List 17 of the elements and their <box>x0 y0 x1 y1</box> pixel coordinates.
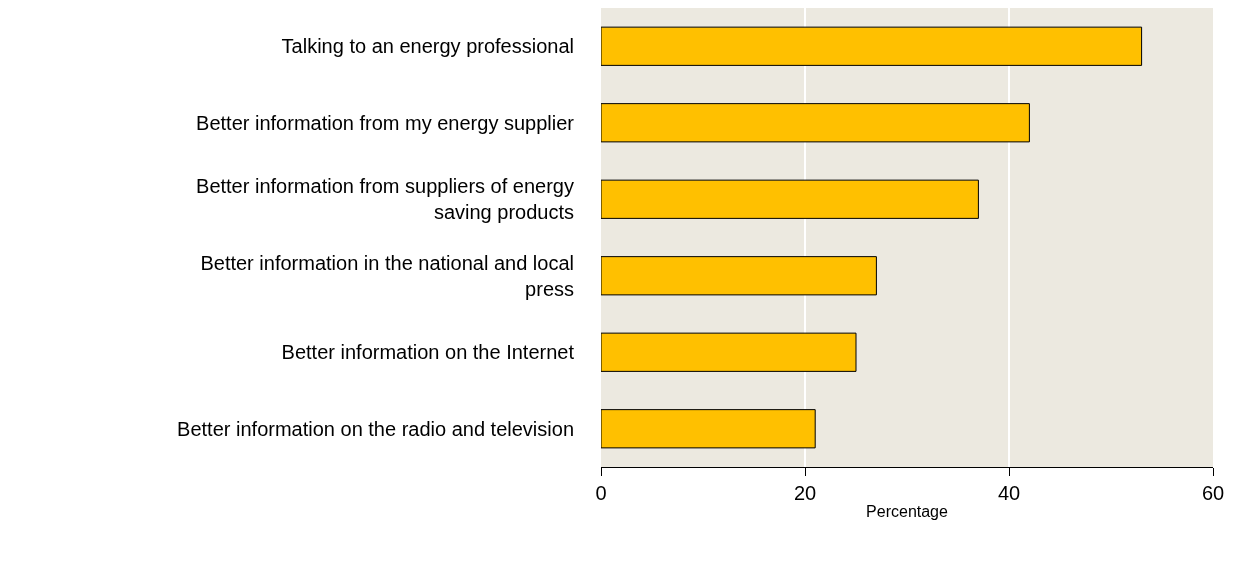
bar <box>601 332 857 372</box>
y-tick-label: Better information on the radio and television <box>177 417 574 440</box>
bar <box>601 26 1143 66</box>
bar <box>601 256 877 296</box>
y-tick-label: Better information from suppliers of energy saving products <box>196 175 574 224</box>
x-tick-label: 20 <box>793 482 817 504</box>
y-tick-label: Better information on the Internet <box>281 341 575 364</box>
x-tick-label: 40 <box>997 482 1021 504</box>
y-tick-label: Talking to an energy professional <box>281 35 574 58</box>
x-tick-label: 0 <box>595 482 607 504</box>
x-tick-label: 60 <box>1201 482 1225 504</box>
y-tick-label: Better information from my energy supplier <box>196 111 575 134</box>
bar <box>601 103 1030 143</box>
y-tick-label: Better information in the national and local press <box>200 251 574 300</box>
bar <box>601 179 979 219</box>
x-axis-title: Percentage <box>866 502 949 520</box>
bar <box>601 409 816 449</box>
